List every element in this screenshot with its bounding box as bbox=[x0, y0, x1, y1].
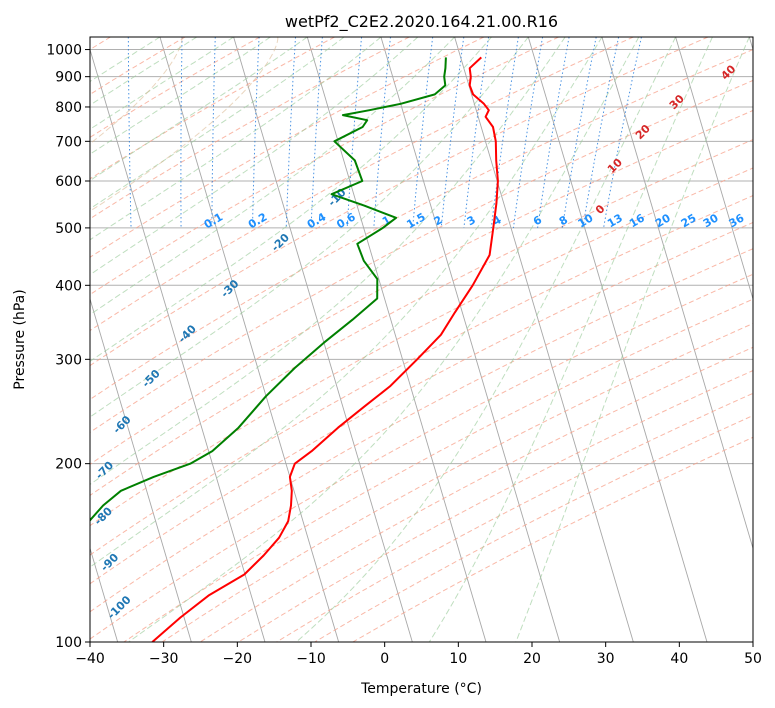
mixing-ratio-line bbox=[373, 37, 391, 228]
mixing-ratio-line bbox=[512, 37, 544, 228]
x-tick-label: −30 bbox=[149, 651, 179, 667]
mixing-ratio-line bbox=[603, 37, 642, 228]
mixing-ratio-line bbox=[561, 37, 597, 228]
y-axis-label: Pressure (hPa) bbox=[12, 289, 28, 389]
x-axis-label: Temperature (°C) bbox=[360, 681, 482, 697]
x-tick-label: 30 bbox=[597, 651, 615, 667]
y-tick-label: 700 bbox=[55, 134, 82, 150]
y-tick-label: 500 bbox=[55, 221, 82, 237]
x-tick-label: 10 bbox=[449, 651, 467, 667]
moist-adiabat-line bbox=[295, 37, 677, 642]
mixing-ratio-line bbox=[463, 37, 490, 228]
curved-reference-line bbox=[90, 37, 183, 145]
dry-adiabat-line bbox=[90, 109, 753, 465]
dry-adiabat-line bbox=[90, 195, 753, 556]
dewpoint-profile-line bbox=[90, 57, 447, 522]
y-tick-label: 400 bbox=[55, 278, 82, 294]
dry-adiabat-line bbox=[90, 221, 753, 585]
y-tick-label: 100 bbox=[55, 635, 82, 651]
x-tick-label: −40 bbox=[75, 651, 105, 667]
isotherm-line bbox=[90, 297, 192, 642]
y-axis: 100 200 300 400 500 600 700 800 900 1000 bbox=[46, 43, 90, 651]
y-tick-label: 200 bbox=[55, 457, 82, 473]
isotherm-line bbox=[380, 37, 561, 642]
dry-adiabat-line bbox=[161, 322, 753, 642]
isotherm-line bbox=[675, 37, 753, 301]
moist-adiabat-line bbox=[90, 37, 529, 418]
dry-adiabat-line bbox=[90, 248, 753, 613]
chart-title: wetPf2_C2E2.2020.164.21.00.R16 bbox=[285, 12, 558, 32]
moist-adiabat-line bbox=[515, 37, 750, 642]
mixing-ratio-line bbox=[440, 37, 465, 228]
moist-adiabat-line bbox=[90, 37, 492, 362]
x-tick-label: −10 bbox=[296, 651, 326, 667]
moist-adiabat-line bbox=[128, 37, 640, 642]
y-tick-label: 800 bbox=[55, 100, 82, 116]
moist-adiabat-line bbox=[90, 37, 234, 130]
mixing-ratio-line bbox=[346, 37, 363, 228]
isotherm-line bbox=[159, 37, 340, 642]
y-tick-label: 1000 bbox=[46, 43, 82, 59]
isotherm-line bbox=[527, 37, 708, 642]
y-tick-label: 600 bbox=[55, 174, 82, 190]
dry-adiabat-line bbox=[90, 49, 753, 401]
isotherm-line bbox=[454, 37, 634, 642]
isotherm-line bbox=[601, 37, 753, 550]
mixing-ratio-line bbox=[412, 37, 434, 228]
x-tick-label: 40 bbox=[670, 651, 688, 667]
isotherm-line bbox=[233, 37, 413, 642]
background-lines bbox=[90, 37, 753, 642]
y-tick-label: 300 bbox=[55, 352, 82, 368]
dry-adiabat-line bbox=[90, 79, 753, 433]
x-tick-label: 0 bbox=[380, 651, 389, 667]
x-tick-label: −20 bbox=[223, 651, 253, 667]
dry-adiabat-line bbox=[90, 139, 753, 496]
x-tick-label: 20 bbox=[523, 651, 541, 667]
dry-adiabat-line bbox=[199, 346, 753, 642]
x-tick-label: 50 bbox=[744, 651, 762, 667]
moist-adiabat-line bbox=[90, 37, 345, 210]
moist-adiabat-line bbox=[90, 37, 603, 568]
curved-reference-line bbox=[90, 37, 279, 212]
plot-frame bbox=[89, 36, 754, 643]
moist-adiabat-line bbox=[90, 37, 382, 241]
dry-adiabat-line bbox=[90, 37, 410, 220]
y-tick-label: 900 bbox=[55, 70, 82, 86]
isotherm-line bbox=[306, 37, 487, 642]
dry-adiabat-line bbox=[90, 37, 634, 332]
profiles bbox=[90, 56, 499, 642]
dry-adiabat-line bbox=[90, 37, 186, 95]
moist-adiabat-line bbox=[428, 37, 713, 642]
dry-adiabat-line bbox=[238, 370, 753, 642]
dry-adiabat-line bbox=[276, 392, 753, 642]
moist-adiabat-line bbox=[90, 37, 566, 486]
dry-adiabat-line bbox=[90, 167, 753, 527]
moist-adiabat-line bbox=[90, 37, 419, 276]
mixing-ratio-line bbox=[582, 37, 620, 228]
x-axis: −40 −30 −20 −10 0 10 20 30 40 50 bbox=[75, 642, 762, 667]
temperature-profile-line bbox=[151, 56, 499, 642]
